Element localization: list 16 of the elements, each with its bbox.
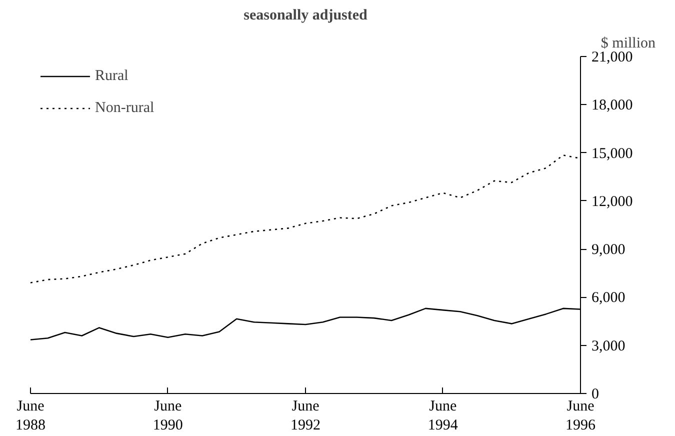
y-tick-label: 3,000 bbox=[592, 338, 626, 354]
y-axis-title: $ million bbox=[600, 36, 656, 52]
line-series bbox=[30, 154, 580, 284]
y-tick-label: 9,000 bbox=[592, 242, 626, 258]
y-tick-label: 15,000 bbox=[592, 146, 633, 162]
y-tick-label: 6,000 bbox=[592, 290, 626, 306]
y-tick-label: 12,000 bbox=[592, 194, 633, 210]
x-tick-label: June 1988 bbox=[16, 398, 46, 434]
y-tick-label: 18,000 bbox=[592, 98, 633, 114]
legend-label: Rural bbox=[95, 68, 128, 84]
x-tick-label: June 1990 bbox=[152, 398, 183, 434]
legend-label: Non-rural bbox=[95, 100, 154, 116]
x-tick-label: June 1992 bbox=[290, 398, 320, 434]
x-tick-label: June 1994 bbox=[428, 398, 458, 434]
chart-title: seasonally adjusted bbox=[244, 8, 368, 24]
y-tick-label: 21,000 bbox=[592, 50, 633, 66]
